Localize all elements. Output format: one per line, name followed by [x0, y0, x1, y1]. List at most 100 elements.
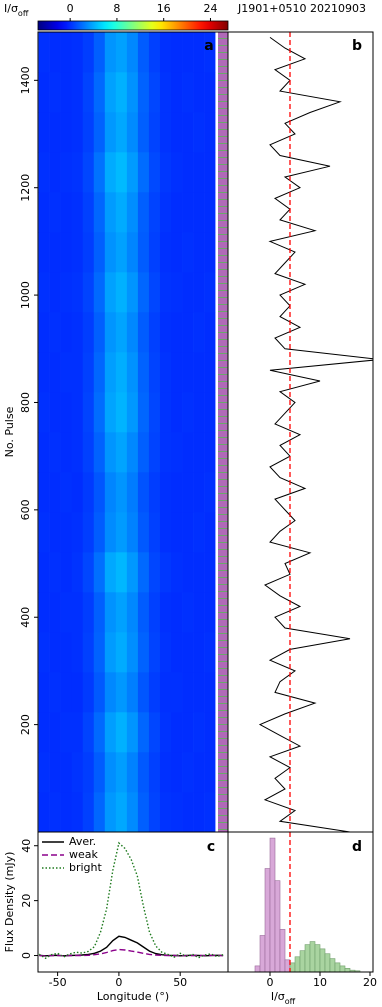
heat-cell — [115, 472, 128, 513]
heat-cell — [148, 472, 161, 513]
heat-cell — [193, 32, 205, 73]
class-strip — [218, 32, 228, 832]
heat-cell — [71, 472, 84, 513]
heat-cell — [137, 552, 150, 593]
heat-cell — [159, 472, 172, 513]
heat-cell — [71, 192, 84, 233]
heat-cell — [193, 512, 205, 553]
histogram-bar — [339, 965, 346, 972]
heat-cell — [126, 352, 139, 393]
heat-cell — [182, 512, 194, 553]
legend-label: Aver. — [69, 835, 96, 848]
heat-cell — [171, 712, 183, 753]
heat-cell — [137, 672, 150, 713]
heat-cell — [182, 672, 194, 713]
heat-cell — [82, 592, 95, 633]
heat-cell — [115, 552, 128, 593]
histogram-bar — [314, 944, 321, 972]
heat-cell — [49, 112, 61, 153]
heat-cell — [71, 712, 84, 753]
heat-cell — [115, 72, 128, 113]
heat-cell — [71, 392, 84, 433]
heat-cell — [171, 72, 183, 113]
heat-cell — [137, 752, 150, 793]
heat-cell — [38, 712, 50, 753]
heat-cell — [38, 432, 50, 473]
y-tick-label: 0 — [20, 952, 33, 959]
panel-label: c — [207, 839, 215, 855]
heat-cell — [126, 472, 139, 513]
heat-cell — [104, 552, 117, 593]
heat-cell — [115, 192, 128, 233]
heat-cell — [60, 352, 73, 393]
panel-frame — [227, 31, 374, 833]
heat-cell — [38, 152, 50, 193]
heat-cell — [148, 792, 161, 833]
colorbar — [37, 20, 229, 31]
heat-cell — [60, 752, 73, 793]
heat-cell — [171, 552, 183, 593]
y-tick-label: 400 — [19, 607, 32, 628]
heat-cell — [104, 112, 117, 153]
heat-cell — [104, 432, 117, 473]
heat-cell — [148, 152, 161, 193]
heat-cell — [93, 272, 106, 313]
heat-cell — [71, 432, 84, 473]
heat-cell — [93, 72, 106, 113]
heat-cell — [137, 792, 150, 833]
heat-cell — [148, 552, 161, 593]
heat-cell — [38, 672, 50, 713]
heat-cell — [182, 472, 194, 513]
heat-cell — [93, 392, 106, 433]
heat-cell — [115, 112, 128, 153]
heat-cell — [71, 312, 84, 353]
heat-cell — [93, 552, 106, 593]
heat-cell — [126, 592, 139, 633]
heat-cell — [137, 32, 150, 73]
legend-label: bright — [69, 861, 103, 874]
heat-cell — [115, 672, 128, 713]
heat-cell — [49, 472, 61, 513]
x-tick-label: -50 — [49, 976, 67, 989]
heat-cell — [137, 592, 150, 633]
heat-cell — [60, 32, 73, 73]
heat-cell — [148, 32, 161, 73]
heat-cell — [82, 72, 95, 113]
heat-cell — [82, 192, 95, 233]
heat-cell — [137, 632, 150, 673]
heat-cell — [182, 552, 194, 593]
heat-cell — [171, 32, 183, 73]
heat-cell — [38, 312, 50, 353]
heat-cell — [171, 352, 183, 393]
heat-cell — [60, 152, 73, 193]
chart-title: J1901+0510 20210903 — [237, 2, 366, 15]
x-tick-label: 10 — [313, 976, 327, 989]
heat-cell — [104, 312, 117, 353]
heat-cell — [38, 392, 50, 433]
heat-cell — [148, 432, 161, 473]
histogram-bar — [304, 944, 311, 972]
heat-cell — [182, 152, 194, 193]
heat-cell — [137, 392, 150, 433]
heat-cell — [204, 72, 216, 113]
heat-cell — [126, 632, 139, 673]
heat-cell — [115, 152, 128, 193]
heat-cell — [93, 672, 106, 713]
heat-cell — [104, 752, 117, 793]
heat-cell — [204, 752, 216, 793]
heat-cell — [60, 232, 73, 273]
heat-cell — [82, 512, 95, 553]
heat-cell — [159, 392, 172, 433]
histogram-bar — [284, 959, 291, 972]
heat-cell — [60, 512, 73, 553]
heat-cell — [204, 112, 216, 153]
heat-cell — [193, 272, 205, 313]
heat-cell — [204, 392, 216, 433]
panel-label: d — [352, 839, 362, 855]
heat-cell — [171, 752, 183, 793]
heat-cell — [148, 752, 161, 793]
heat-cell — [159, 352, 172, 393]
heat-cell — [82, 312, 95, 353]
heat-cell — [159, 632, 172, 673]
